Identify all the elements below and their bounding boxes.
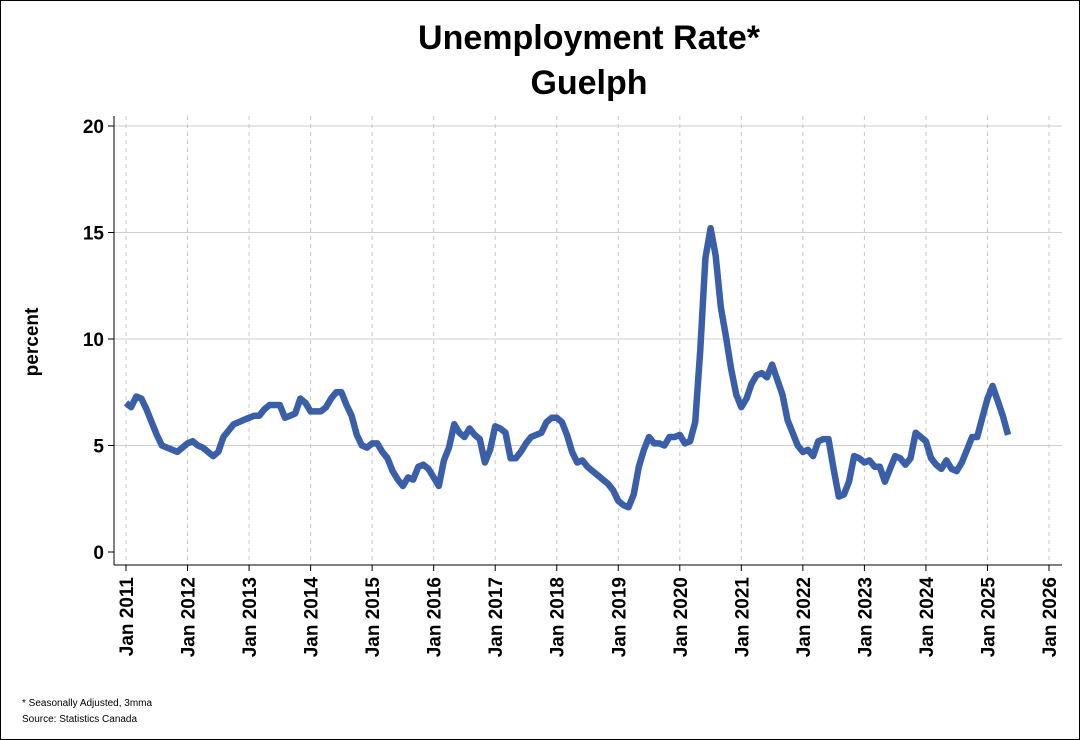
x-tick-label-2016: Jan 2016 xyxy=(425,577,446,657)
y-tick-label-10: 10 xyxy=(83,330,104,351)
chart-title: Unemployment Rate* xyxy=(418,19,761,57)
x-tick-label-2020: Jan 2020 xyxy=(671,577,692,657)
x-tick-label-2026: Jan 2026 xyxy=(1040,577,1061,657)
x-tick-label-2019: Jan 2019 xyxy=(609,577,630,657)
x-tick-label-2025: Jan 2025 xyxy=(978,577,999,658)
footnote-source: Source: Statistics Canada xyxy=(22,714,137,725)
y-tick-label-15: 15 xyxy=(83,224,105,245)
chart-subtitle: Guelph xyxy=(530,64,647,102)
tick-label-layer: 0 5 10 15 20 Jan 2011 Jan 2012 Jan 2013 Jan 2014… xyxy=(83,117,1061,657)
x-tick-label-2023: Jan 2023 xyxy=(855,577,876,657)
y-tick-label-0: 0 xyxy=(93,543,104,564)
footnote-seasonal: * Seasonally Adjusted, 3mma xyxy=(22,698,153,709)
y-tick-label-5: 5 xyxy=(93,437,104,458)
x-tick-label-2018: Jan 2018 xyxy=(548,577,569,657)
x-tick-label-2015: Jan 2015 xyxy=(363,577,384,658)
x-tick-label-2021: Jan 2021 xyxy=(732,577,753,658)
x-tick-label-2011: Jan 2011 xyxy=(117,577,138,657)
x-tick-label-2013: Jan 2013 xyxy=(240,577,261,657)
axis-layer xyxy=(108,116,1062,571)
y-axis-label: percent xyxy=(22,307,43,376)
series-line-0 xyxy=(123,224,1012,511)
grid-layer xyxy=(114,116,1062,565)
y-tick-label-20: 20 xyxy=(83,117,104,138)
x-tick-label-2012: Jan 2012 xyxy=(179,577,200,657)
x-tick-label-2022: Jan 2022 xyxy=(794,577,815,657)
x-tick-label-2024: Jan 2024 xyxy=(917,577,938,658)
x-tick-label-2017: Jan 2017 xyxy=(486,577,507,657)
series-layer xyxy=(123,224,1012,511)
x-tick-label-2014: Jan 2014 xyxy=(302,577,323,658)
